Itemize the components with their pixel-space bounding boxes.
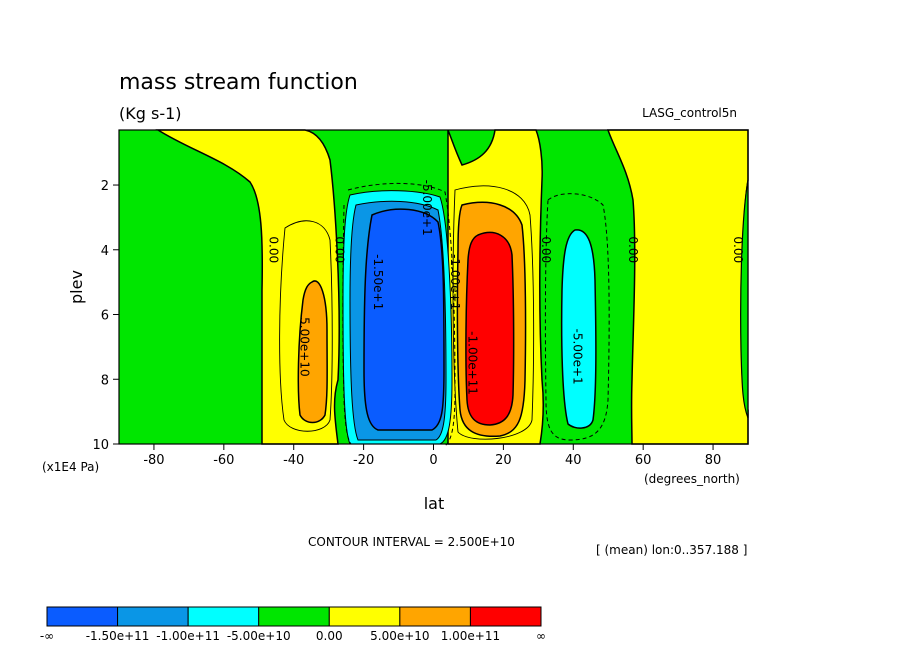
colorbar-label: ∞ xyxy=(536,629,546,643)
x-axis-unit: (degrees_north) xyxy=(644,472,740,486)
contour-label: -5.00e+1 xyxy=(420,180,434,236)
averaging-note: [ (mean) lon:0..357.188 ] xyxy=(596,543,747,557)
contour-label: -1.50e+1 xyxy=(371,254,385,310)
contour-label: 0.00 xyxy=(266,236,280,263)
contour-label: 0.00 xyxy=(731,236,745,263)
contour-plot-area xyxy=(118,129,749,447)
y-tick-label: 10 xyxy=(92,438,109,453)
colorbar-swatch xyxy=(258,606,330,627)
negative-contours xyxy=(342,182,610,447)
x-tick-label: -20 xyxy=(353,453,374,468)
contour-label: -5.00e+1 xyxy=(570,329,584,385)
x-tick-label: 60 xyxy=(635,453,652,468)
colorbar-label: 1.00e+11 xyxy=(441,629,500,643)
colorbar: -∞ -1.50e+11 -1.00e+11 -5.00e+10 0.00 5.00e+1… xyxy=(40,606,546,643)
x-tick-label: 40 xyxy=(565,453,582,468)
colorbar-swatch xyxy=(328,606,401,627)
y-tick-label: 8 xyxy=(101,373,109,388)
x-axis-label: lat xyxy=(424,494,445,513)
colorbar-label: 5.00e+10 xyxy=(370,629,429,643)
dataset-label: LASG_control5n xyxy=(642,106,737,120)
colorbar-label: -5.00e+10 xyxy=(227,629,291,643)
x-tick-label: -80 xyxy=(143,453,164,468)
contour-label: 0.00 xyxy=(539,236,553,263)
contour-interval: CONTOUR INTERVAL = 2.500E+10 xyxy=(308,535,515,549)
fill-right-strip xyxy=(740,179,749,419)
units-label: (Kg s-1) xyxy=(119,104,182,123)
colorbar-swatch xyxy=(46,606,119,627)
contour-label: -1.00e+1 xyxy=(448,254,462,310)
fill-cyan-north xyxy=(560,229,597,429)
fill-positive-south xyxy=(155,129,340,445)
colorbar-swatch xyxy=(469,606,542,627)
x-tick-label: -60 xyxy=(213,453,234,468)
contour-label: -1.00e+11 xyxy=(465,331,479,395)
fill-orange-south xyxy=(297,280,328,424)
y-tick-label: 2 xyxy=(101,179,109,194)
colorbar-swatch xyxy=(117,606,189,627)
y-axis-ticks: 2 4 6 8 10 xyxy=(92,179,119,453)
chart-title: mass stream function xyxy=(119,70,358,95)
contour-label: 5.00e+10 xyxy=(298,317,312,376)
fill-red-core xyxy=(465,231,515,426)
x-tick-label: 0 xyxy=(429,453,437,468)
contour-label: 0.00 xyxy=(333,236,347,263)
contour-label: 0.00 xyxy=(626,236,640,263)
y-tick-label: 4 xyxy=(101,244,109,259)
colorbar-swatch xyxy=(187,606,260,627)
contour-labels: 0.00 0.00 5.00e+10 -1.50e+1 -5.00e+1 -1.00e+1… xyxy=(266,180,745,395)
x-tick-label: 80 xyxy=(705,453,722,468)
x-tick-label: -40 xyxy=(283,453,304,468)
y-axis-unit: (x1E4 Pa) xyxy=(42,460,99,474)
colorbar-label: -1.50e+11 xyxy=(86,629,150,643)
colorbar-label: -∞ xyxy=(40,629,54,643)
x-axis-ticks: -80 -60 -40 -20 0 20 40 60 80 xyxy=(143,444,721,468)
colorbar-label: -1.00e+11 xyxy=(156,629,220,643)
colorbar-label: 0.00 xyxy=(316,629,343,643)
fill-blue-core xyxy=(363,208,445,431)
y-axis-label: plev xyxy=(67,270,86,304)
positive-contours xyxy=(279,185,535,440)
x-tick-label: 20 xyxy=(495,453,512,468)
colorbar-swatch xyxy=(399,606,471,627)
y-tick-label: 6 xyxy=(101,309,109,324)
